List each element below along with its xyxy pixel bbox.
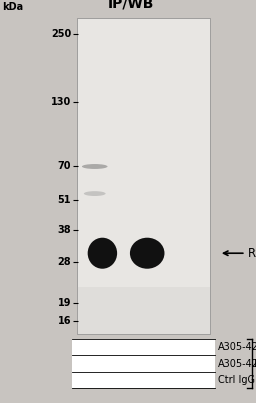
Text: -: -: [133, 375, 136, 384]
Text: 250: 250: [51, 29, 71, 39]
Text: RSU1: RSU1: [248, 247, 256, 260]
Text: A305-423A: A305-423A: [218, 359, 256, 368]
Text: A305-422A: A305-422A: [218, 343, 256, 352]
Bar: [77, 18, 210, 334]
Text: IP: IP: [253, 359, 256, 368]
Text: +: +: [92, 343, 100, 352]
Ellipse shape: [82, 164, 108, 169]
Text: 51: 51: [58, 195, 71, 205]
Text: -: -: [171, 359, 175, 368]
Text: +: +: [130, 359, 138, 368]
Text: -: -: [94, 359, 98, 368]
Text: -: -: [171, 343, 175, 352]
Ellipse shape: [84, 191, 105, 196]
Ellipse shape: [130, 238, 165, 269]
Bar: [72, 339, 215, 388]
Text: IP/WB: IP/WB: [107, 0, 154, 10]
Text: +: +: [169, 375, 177, 384]
Bar: [77, 287, 210, 334]
Text: kDa: kDa: [3, 2, 24, 12]
Text: 19: 19: [58, 297, 71, 307]
Text: 70: 70: [58, 162, 71, 172]
Text: 130: 130: [51, 97, 71, 107]
Text: Ctrl IgG: Ctrl IgG: [218, 375, 255, 384]
Text: 38: 38: [58, 225, 71, 235]
Ellipse shape: [88, 238, 117, 269]
Text: -: -: [94, 375, 98, 384]
Text: 16: 16: [58, 316, 71, 326]
Text: -: -: [133, 343, 136, 352]
Text: 28: 28: [58, 257, 71, 267]
